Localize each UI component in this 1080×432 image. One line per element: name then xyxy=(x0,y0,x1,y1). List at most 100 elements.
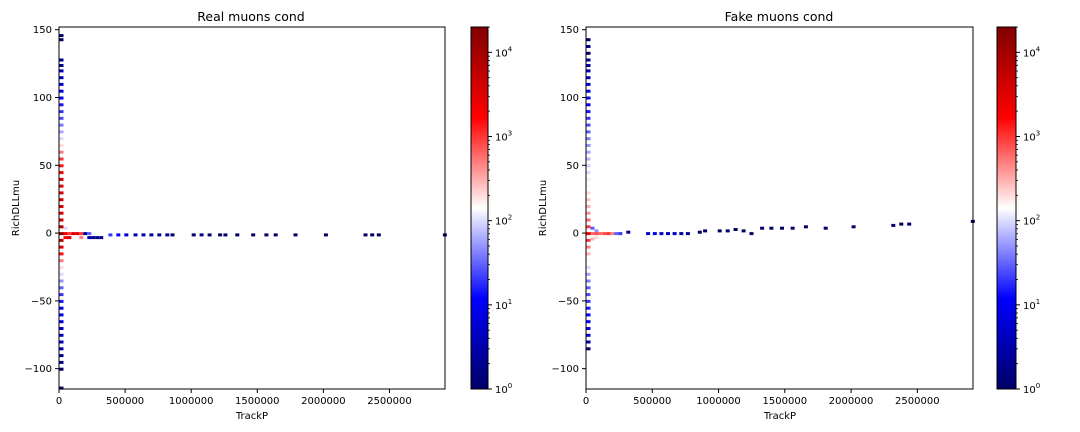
heatmap-bin xyxy=(606,232,611,236)
heatmap-bin xyxy=(59,38,64,42)
heatmap-bin xyxy=(157,233,162,237)
y-tick-label: −100 xyxy=(25,364,52,375)
heatmap-bin xyxy=(586,116,591,120)
y-tick-label: 100 xyxy=(560,93,579,104)
heatmap-bin xyxy=(586,299,591,303)
heatmap-bin xyxy=(59,279,64,283)
heatmap-bin xyxy=(251,233,256,237)
heatmap-bin xyxy=(191,233,196,237)
chart-panel-fake: Fake muons cond 0 500000 1000000 1500000 200… xyxy=(538,9,1041,422)
colorbar-tick-label: 102 xyxy=(1023,214,1040,228)
chart-title: Fake muons cond xyxy=(725,9,834,24)
heatmap-bin xyxy=(59,150,64,154)
colorbar-tick-label: 103 xyxy=(1023,130,1040,144)
colorbar-ticks: 100 101 102 103 104 xyxy=(1016,26,1041,396)
heatmap-bin xyxy=(59,177,64,181)
heatmap-bin xyxy=(679,232,684,236)
heatmap-bin xyxy=(586,238,591,242)
heatmap-bin xyxy=(586,177,591,181)
heatmap-bin xyxy=(666,232,670,236)
chart-title: Real muons cond xyxy=(197,9,304,24)
heatmap-bin xyxy=(59,367,64,371)
heatmap-bin xyxy=(652,232,657,236)
heatmap-bin xyxy=(899,222,904,226)
heatmap-bin xyxy=(586,286,591,290)
colorbar-tick-label: 100 xyxy=(495,382,512,396)
heatmap-bin xyxy=(59,245,64,249)
y-tick-label: 0 xyxy=(46,229,52,240)
heatmap-bin xyxy=(59,34,64,38)
heatmap-bin xyxy=(614,232,619,236)
heatmap-bin xyxy=(594,236,599,240)
colorbar-tick-label: 101 xyxy=(495,298,512,312)
x-tick-label: 2500000 xyxy=(367,396,412,407)
heatmap-bin xyxy=(59,313,64,317)
colorbar-tick-label: 100 xyxy=(1023,382,1040,396)
heatmap-bin xyxy=(672,232,677,236)
heatmap-bin xyxy=(59,110,64,114)
x-axis-label: TrackP xyxy=(763,411,796,422)
heatmap-bin xyxy=(626,230,631,234)
heatmap-bin xyxy=(725,229,730,233)
heatmap-bin xyxy=(586,293,591,297)
heatmap-bin xyxy=(108,233,113,237)
x-axis-ticks: 0 500000 1000000 1500000 2000000 2500000 xyxy=(583,389,940,407)
heatmap-bin xyxy=(59,299,64,303)
heatmap-bin xyxy=(59,76,64,80)
heatmap-bin xyxy=(59,191,64,195)
x-axis-ticks: 0 500000 1000000 1500000 2000000 2500000 xyxy=(56,389,412,407)
heatmap-bin xyxy=(67,236,72,240)
heatmap-bin xyxy=(733,228,738,231)
heatmap-bin xyxy=(59,232,64,236)
y-tick-label: −50 xyxy=(558,296,579,307)
x-axis-label: TrackP xyxy=(235,411,268,422)
plot-frame xyxy=(585,26,974,390)
heatmap-bin xyxy=(586,272,591,276)
heatmap-bin xyxy=(59,340,64,344)
heatmap-bin xyxy=(133,233,138,237)
heatmap-bin xyxy=(63,226,68,230)
heatmap-bin xyxy=(95,236,100,240)
heatmap-bin xyxy=(907,222,912,226)
heatmap-bin xyxy=(59,205,64,208)
heatmap-bin xyxy=(87,236,92,240)
y-axis-label: RichDLLmu xyxy=(538,180,549,236)
heatmap-bin xyxy=(199,233,204,237)
heatmap-bin xyxy=(79,236,84,240)
heatmap-bin xyxy=(223,233,228,237)
heatmap-bin xyxy=(59,137,64,141)
heatmap-bin xyxy=(769,226,774,230)
x-tick-label: 1500000 xyxy=(763,396,808,407)
heatmap-bin xyxy=(610,232,615,236)
heatmap-bin xyxy=(659,232,664,236)
heatmap-bin xyxy=(594,229,599,233)
heatmap-bin xyxy=(165,233,170,237)
colorbar-tick-label: 104 xyxy=(495,45,513,59)
x-tick-label: 2500000 xyxy=(895,396,940,407)
x-tick-label: 0 xyxy=(583,396,589,407)
heatmap-bin xyxy=(780,226,784,230)
heatmap-bin xyxy=(586,327,591,330)
heatmap-bin xyxy=(586,225,591,229)
heatmap-bin xyxy=(59,225,64,229)
heatmap-bin xyxy=(218,233,223,237)
heatmap-bin xyxy=(741,229,746,233)
colorbar-tick-label: 104 xyxy=(1023,45,1041,59)
heatmap-bin xyxy=(293,233,298,237)
heatmap-bin xyxy=(59,293,64,297)
heatmap-bin xyxy=(586,259,591,263)
heatmap-bin xyxy=(59,96,64,100)
y-tick-label: 150 xyxy=(33,25,52,36)
heatmap-bin xyxy=(59,116,64,120)
heatmap-bin xyxy=(891,223,896,227)
heatmap-bin xyxy=(149,233,154,237)
heatmap-bin xyxy=(586,82,591,86)
heatmap-bin xyxy=(376,233,381,237)
heatmap-bin xyxy=(264,233,269,237)
heatmap-bin xyxy=(63,232,68,236)
heatmap-bin xyxy=(59,171,64,175)
heatmap-bin xyxy=(59,306,64,310)
heatmap-bin xyxy=(116,233,121,237)
heatmap-bin xyxy=(586,333,591,337)
heatmap-bin xyxy=(717,229,722,233)
